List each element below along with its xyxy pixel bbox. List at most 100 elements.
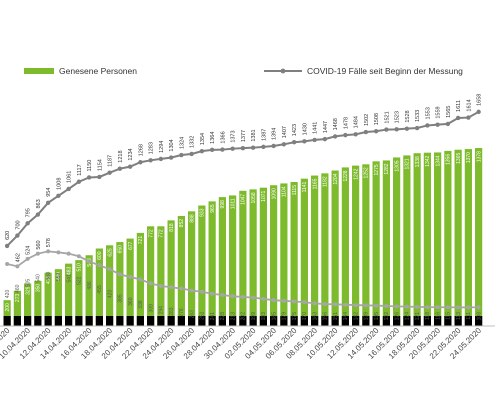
active-bar-label: 541 xyxy=(66,274,72,283)
recovered-bar xyxy=(13,290,21,326)
active-line-point xyxy=(76,254,81,259)
cases-line-label: 1502 xyxy=(364,114,370,126)
base-bar xyxy=(116,316,124,326)
active-line-point xyxy=(271,298,276,303)
recovered-bar xyxy=(24,283,32,326)
active-bar-label: 116 xyxy=(435,312,441,320)
recovered-bar-label: 721 xyxy=(138,236,144,245)
active-bar-label: 175 xyxy=(292,312,298,321)
recovered-bar-label: 1282 xyxy=(384,163,390,174)
cases-line-point xyxy=(250,145,256,150)
cases-line-point xyxy=(76,179,82,184)
recovered-bar xyxy=(249,189,257,326)
recovered-bar xyxy=(393,157,401,326)
recovered-bar-label: 600 xyxy=(97,251,103,260)
recovered-bar xyxy=(300,178,308,326)
recovered-bar xyxy=(106,245,114,326)
cases-line-label: 1354 xyxy=(200,133,206,145)
base-bar xyxy=(280,316,288,326)
recovered-bar-label: 965 xyxy=(210,204,216,213)
cases-line-point xyxy=(189,151,194,157)
cases-line-label: 1377 xyxy=(241,130,247,142)
cases-line-label: 1218 xyxy=(118,150,124,162)
base-bar xyxy=(229,316,237,326)
cases-line-point xyxy=(425,123,430,128)
cases-line-label: 1468 xyxy=(333,118,339,130)
recovered-bar xyxy=(290,182,298,326)
recovered-bar-label: 998 xyxy=(220,200,226,209)
active-bar-label: 156 xyxy=(323,312,329,321)
cases-line-label: 1441 xyxy=(313,122,319,134)
active-line-point xyxy=(15,264,20,269)
active-bar-label: 360 xyxy=(128,297,134,306)
cases-line-label: 1154 xyxy=(97,159,103,171)
x-axis: 08.04.202010.04.202012.04.202014.04.2020… xyxy=(0,325,495,361)
legend-recovered-swatch xyxy=(24,68,54,74)
active-line-point xyxy=(158,283,163,288)
recovered-bar-label: 1058 xyxy=(251,192,257,203)
active-line-point xyxy=(281,298,286,303)
cases-line-point xyxy=(291,140,297,145)
cases-line-label: 1364 xyxy=(210,132,216,144)
base-bar xyxy=(372,316,380,326)
active-bar-label: 115 xyxy=(446,312,452,320)
active-line-point xyxy=(25,256,30,261)
active-line-point xyxy=(333,302,338,307)
active-line-point xyxy=(66,251,71,256)
cases-line-point xyxy=(148,158,153,163)
active-line-point xyxy=(374,303,379,308)
cases-line-point xyxy=(35,212,41,217)
recovered-bar xyxy=(280,183,288,326)
active-bar-label: 163 xyxy=(312,312,318,321)
recovered-bar xyxy=(208,201,216,326)
recovered-bar xyxy=(259,187,267,326)
active-bar-label: 108 xyxy=(476,312,482,321)
cases-line-point xyxy=(302,139,307,144)
cases-line-label: 1366 xyxy=(220,131,226,143)
cases-line-point xyxy=(353,132,358,137)
active-bar-label: 118 xyxy=(425,312,431,320)
recovered-bar-label: 1104 xyxy=(282,186,288,197)
recovered-bar xyxy=(218,197,226,326)
active-line-point xyxy=(456,305,461,310)
recovered-bar-label: 1141 xyxy=(302,181,308,192)
active-line-point xyxy=(35,251,40,256)
legend-cases-marker xyxy=(280,68,286,74)
recovered-bar-label: 1338 xyxy=(415,156,421,167)
recovered-bar-label: 510 xyxy=(77,263,83,272)
cases-line-label: 1268 xyxy=(138,144,144,156)
base-bar xyxy=(198,316,206,326)
recovered-bar-label: 888 xyxy=(189,214,195,223)
recovered-bar-label: 625 xyxy=(107,248,113,257)
cases-line-point xyxy=(435,122,440,127)
recovered-bar xyxy=(147,226,155,326)
recovered-bar-label: 440 xyxy=(56,272,62,281)
recovered-bar-label: 1252 xyxy=(364,167,370,178)
active-bar-label: 486 xyxy=(87,281,93,290)
cases-line-point xyxy=(476,109,481,115)
active-line-point xyxy=(240,294,245,299)
recovered-bar xyxy=(34,280,42,326)
recovered-bar xyxy=(382,160,390,326)
active-bar-label: 420 xyxy=(5,290,11,299)
active-bar-label: 139 xyxy=(364,312,370,321)
recovered-bar-label: 1370 xyxy=(466,152,472,163)
active-bar-label: 185 xyxy=(271,312,277,321)
recovered-bar-label: 1305 xyxy=(394,160,400,171)
cases-line-label: 954 xyxy=(46,188,52,197)
recovered-bar xyxy=(239,190,247,326)
base-bar xyxy=(423,316,431,326)
active-bar-label: 241 xyxy=(210,312,216,321)
active-line-point xyxy=(322,302,327,307)
active-line-point xyxy=(117,272,122,277)
base-bar xyxy=(44,316,52,326)
active-bar-label: 455 xyxy=(97,285,103,294)
active-line-point xyxy=(169,285,174,290)
active-line-point xyxy=(415,304,420,309)
base-bar xyxy=(321,316,329,326)
cases-line-point xyxy=(4,243,10,249)
cases-line-label: 1304 xyxy=(169,139,175,151)
cases-line-point xyxy=(363,129,369,135)
cases-line-label: 1565 xyxy=(446,106,452,118)
base-bar xyxy=(13,316,21,326)
